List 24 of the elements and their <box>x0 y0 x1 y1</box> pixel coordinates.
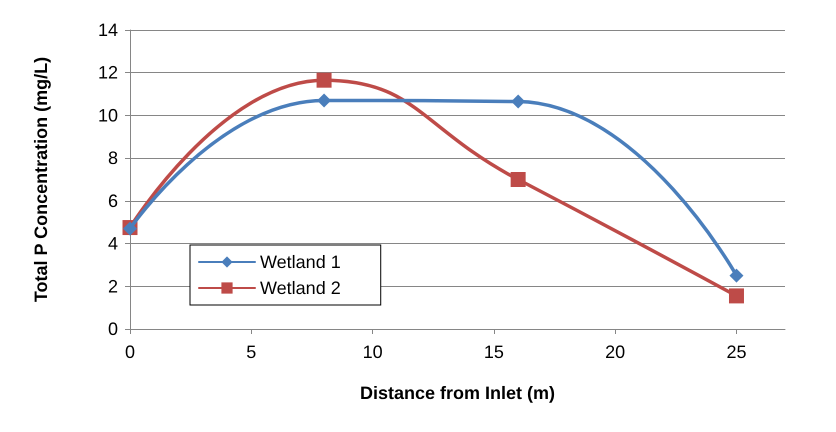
x-tick-label: 20 <box>605 342 626 362</box>
y-tick-label: 4 <box>108 234 118 254</box>
y-tick-label: 14 <box>98 20 118 40</box>
x-tick-label: 5 <box>246 342 256 362</box>
point <box>729 268 744 283</box>
y-tick-label: 6 <box>108 190 118 211</box>
y-tick-label: 10 <box>98 105 118 126</box>
point <box>316 72 332 88</box>
x-tick-label: 10 <box>362 342 383 362</box>
legend-label: Wetland 1 <box>260 252 341 272</box>
y-tick-label: 8 <box>108 148 118 168</box>
x-tick-label: 25 <box>726 342 746 362</box>
y-tick-label: 2 <box>108 276 118 296</box>
x-tick-label: 15 <box>484 342 504 362</box>
legend-label: Wetland 2 <box>260 278 341 298</box>
point <box>728 288 744 304</box>
y-tick-label: 0 <box>108 319 118 339</box>
x-axis-title: Distance from Inlet (m) <box>360 383 556 403</box>
point <box>510 172 526 187</box>
point <box>317 93 332 108</box>
point <box>511 94 526 109</box>
y-axis-title: Total P Concentration (mg/L) <box>31 56 51 302</box>
y-tick-label: 12 <box>98 62 118 83</box>
x-tick-label: 0 <box>124 342 136 362</box>
